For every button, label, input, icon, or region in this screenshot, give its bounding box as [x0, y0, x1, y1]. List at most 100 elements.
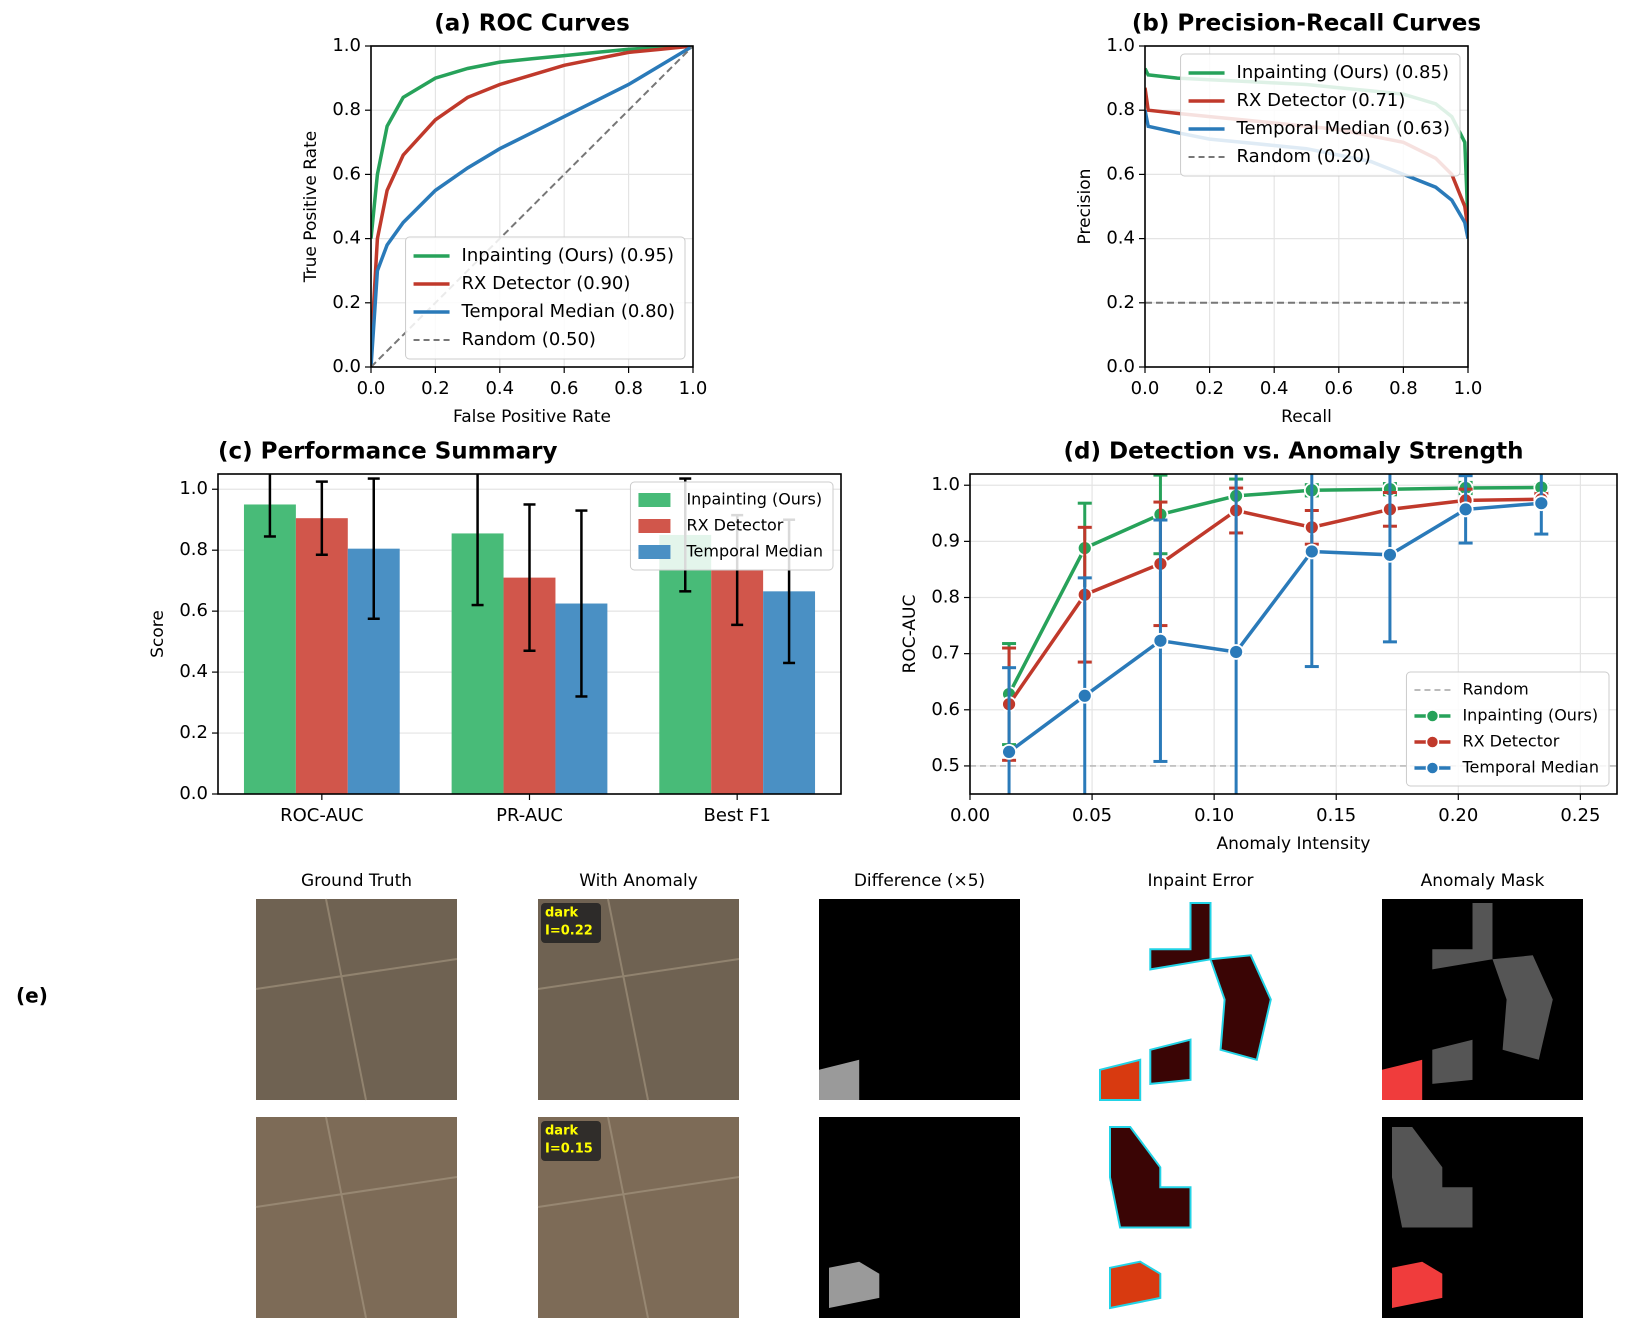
marker: [1001, 743, 1017, 760]
x-tick-label: 0.8: [1389, 378, 1418, 399]
y-tick-label: 0.4: [1106, 228, 1135, 249]
error-bar: [471, 474, 484, 607]
chart: 0.0 0.2 0.4 0.6 0.8 1.0 (c) Performance Summar…: [148, 439, 842, 826]
y-tick-label: 1.0: [931, 474, 960, 495]
legend-label: Inpainting (Ours) (0.95): [462, 245, 674, 266]
legend-marker: [1425, 709, 1440, 723]
mask-region: [819, 1059, 860, 1100]
x-tick-label: 0.0: [1131, 378, 1160, 399]
error-bar: [523, 503, 536, 653]
legend-marker: [1425, 761, 1440, 775]
y-tick-label: 0.8: [179, 539, 208, 560]
x-tick-label: 1.0: [679, 378, 708, 399]
legend-label: RX Detector: [686, 516, 783, 535]
mask-region: [1149, 902, 1212, 971]
y-tick-label: 0.4: [179, 661, 208, 682]
y-axis-label: Precision: [1075, 169, 1095, 245]
x-tick-label: ROC-AUC: [280, 805, 363, 826]
chart: 0.5 0.6 0.7 0.8 0.9 1.0 0.00 0.05 0.10 0.15 0.20 0.…: [900, 439, 1618, 854]
line: [371, 46, 693, 239]
legend-swatch: [638, 519, 671, 533]
mask-region: [1109, 1126, 1192, 1229]
legend-marker: [1425, 735, 1440, 749]
panel-label: (e): [16, 984, 48, 1008]
x-axis-label: Anomaly Intensity: [1217, 834, 1371, 854]
error-bar: [367, 477, 380, 621]
x-tick-label: 0.25: [1560, 805, 1600, 826]
y-tick-label: 0.8: [1106, 99, 1135, 120]
x-tick-label: 0.00: [950, 805, 990, 826]
legend-label: RX Detector (0.90): [462, 273, 631, 294]
marker: [1533, 495, 1550, 512]
legend-label: Random (0.20): [1237, 146, 1371, 167]
line: [1008, 501, 1542, 754]
column-title: Anomaly Mask: [1421, 871, 1545, 891]
annotation-box: [541, 903, 601, 943]
mask-region: [829, 1261, 880, 1308]
mask-region: [1109, 1260, 1162, 1310]
annotation-text: dark: [545, 906, 578, 921]
x-tick-label: Best F1: [703, 805, 770, 826]
y-axis-label: True Positive Rate: [301, 131, 321, 283]
mask-region: [1149, 1038, 1192, 1086]
chart-title: (c) Performance Summary: [218, 439, 557, 465]
error-bar: [575, 509, 588, 698]
y-tick-label: 0.6: [179, 600, 208, 621]
y-tick-label: 0.6: [1106, 163, 1135, 184]
column-title: Inpaint Error: [1147, 871, 1253, 891]
x-tick-label: 0.6: [1324, 378, 1353, 399]
marker: [1152, 632, 1169, 649]
y-tick-label: 0.6: [332, 163, 361, 184]
x-tick-label: PR-AUC: [496, 805, 563, 826]
marker: [1228, 644, 1245, 660]
legend-box: [1405, 671, 1610, 787]
chart-title: (d) Detection vs. Anomaly Strength: [1064, 439, 1524, 465]
marker: [1076, 687, 1093, 704]
image-detail: [255, 898, 458, 1101]
legend-box: [629, 481, 834, 571]
image-detail: [537, 898, 740, 1101]
plot-area: [970, 474, 1617, 794]
error-bar: [263, 474, 276, 538]
x-tick-label: 0.0: [357, 378, 386, 399]
chart-title: (a) ROC Curves: [434, 11, 630, 37]
chart: 0.00.20.40.60.81.00.0 0.2 0.4 0.6 0.8 1.0(b) …: [1075, 11, 1482, 428]
axes-frame: [1144, 45, 1469, 368]
x-axis-label: Recall: [1281, 407, 1332, 427]
mask-region: [1099, 1058, 1142, 1101]
error-bar: [315, 480, 328, 557]
y-tick-label: 0.7: [931, 643, 960, 664]
x-tick-label: 0.4: [485, 378, 514, 399]
y-tick-label: 0.2: [1106, 292, 1135, 313]
legend-swatch: [638, 493, 671, 507]
y-tick-label: 1.0: [1106, 35, 1135, 56]
x-tick-label: 0.2: [1195, 378, 1224, 399]
legend: Inpainting (Ours) (0.95) RX Detector (0.9…: [405, 236, 686, 360]
mask-region: [1392, 1127, 1473, 1228]
legend: Inpainting (Ours) (0.85) RX Detector (0.7…: [1180, 53, 1461, 177]
satellite-image: [256, 1117, 457, 1318]
annotation-box: [541, 1121, 601, 1161]
legend-box: [405, 236, 686, 360]
line: [371, 46, 693, 367]
x-tick-label: 0.20: [1438, 805, 1478, 826]
legend-box: [1180, 53, 1461, 177]
marker: [1382, 546, 1398, 563]
annotation-text: I=0.15: [545, 1142, 593, 1157]
column-title: Difference (×5): [854, 871, 985, 891]
axes-frame: [217, 473, 842, 795]
x-tick-label: 0.8: [614, 378, 643, 399]
y-tick-label: 0.0: [179, 783, 208, 804]
mask-region: [1392, 1261, 1443, 1308]
satellite-image: [256, 899, 457, 1100]
marker: [1303, 543, 1320, 560]
annotation: dark I=0.22: [541, 903, 601, 943]
y-tick-label: 0.5: [931, 755, 960, 776]
legend: Inpainting (Ours) RX Detector Temporal Med…: [629, 481, 834, 571]
mask-region: [1492, 955, 1553, 1060]
legend-label: Temporal Median (0.63): [1236, 118, 1450, 139]
mask-region: [1382, 1059, 1423, 1100]
axes-frame: [969, 473, 1618, 795]
chart: 0.0 0.2 0.4 0.6 0.8 1.0 0.0 0.2 0.4 0.6 0.8 1.0 (a) …: [301, 11, 707, 428]
